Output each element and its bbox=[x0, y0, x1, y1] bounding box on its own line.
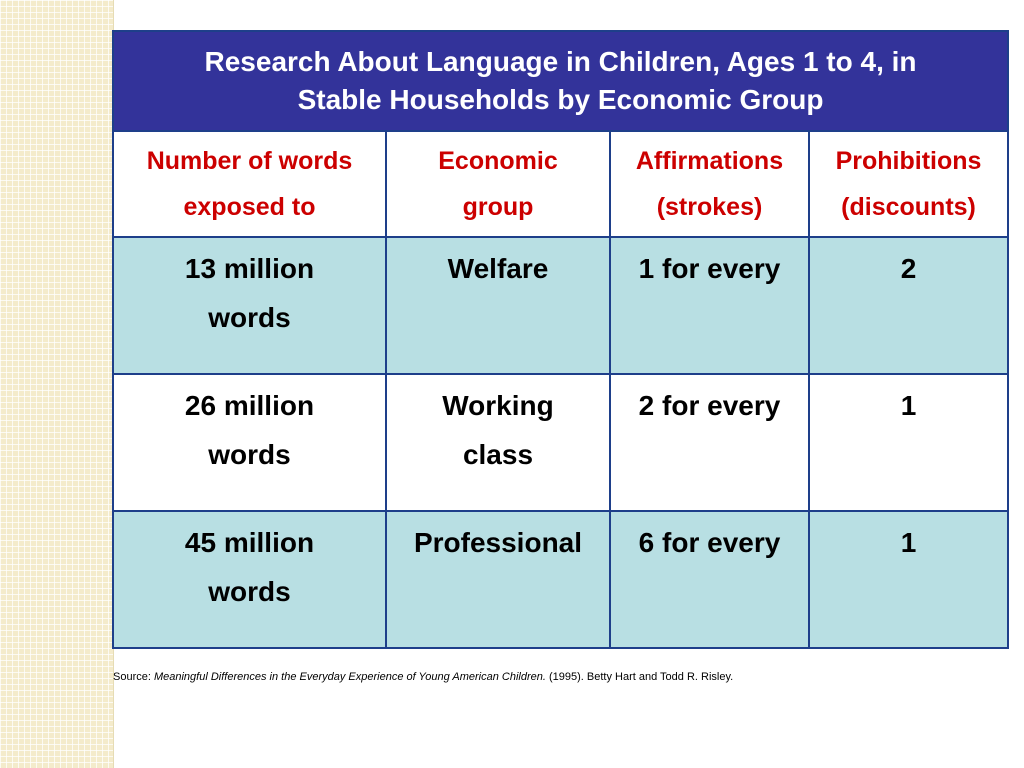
cell-line: 26 million bbox=[184, 390, 315, 421]
cell-line: Welfare bbox=[447, 253, 549, 284]
cell-line: class bbox=[462, 439, 534, 470]
cell-words: 45 million words bbox=[112, 510, 387, 649]
header-line: (discounts) bbox=[841, 193, 976, 221]
cell-line: words bbox=[208, 439, 291, 470]
research-table: Research About Language in Children, Age… bbox=[111, 30, 1010, 649]
cell-line: words bbox=[208, 576, 291, 607]
decorative-side-strip bbox=[0, 0, 114, 768]
source-prefix: Source: bbox=[113, 671, 154, 683]
cell-line: Working bbox=[442, 390, 554, 421]
cell-line: 13 million bbox=[184, 253, 315, 284]
source-work-title: Meaningful Differences in the Everyday E… bbox=[153, 671, 546, 683]
cell-prohibitions: 1 bbox=[807, 510, 1010, 649]
source-suffix: (1995). Betty Hart and Todd R. Risley. bbox=[545, 671, 734, 683]
cell-affirmations: 6 for every bbox=[609, 510, 810, 649]
header-words-exposed: Number of words exposed to bbox=[112, 130, 387, 238]
header-affirmations: Affirmations (strokes) bbox=[609, 130, 810, 238]
table-row-working-class: 26 million words Working class 2 for eve… bbox=[112, 373, 1010, 512]
table-title-line-2: Stable Households by Economic Group bbox=[297, 84, 824, 115]
header-line: Economic bbox=[438, 147, 558, 175]
cell-prohibitions: 1 bbox=[807, 373, 1010, 512]
table-title-line-1: Research About Language in Children, Age… bbox=[204, 46, 917, 77]
cell-line: Professional bbox=[413, 527, 583, 558]
cell-words: 13 million words bbox=[112, 236, 387, 375]
table-title: Research About Language in Children, Age… bbox=[111, 30, 1010, 132]
header-row: Number of words exposed to Economic grou… bbox=[112, 130, 1010, 238]
header-line: (strokes) bbox=[656, 193, 763, 221]
header-line: group bbox=[462, 193, 534, 221]
header-prohibitions: Prohibitions (discounts) bbox=[807, 130, 1010, 238]
table-row-welfare: 13 million words Welfare 1 for every 2 bbox=[112, 236, 1010, 375]
cell-line: words bbox=[208, 302, 291, 333]
cell-group: Welfare bbox=[385, 236, 611, 375]
header-line: Number of words bbox=[146, 147, 353, 175]
title-row: Research About Language in Children, Age… bbox=[111, 30, 1010, 132]
header-line: Affirmations bbox=[635, 147, 784, 175]
header-line: Prohibitions bbox=[835, 147, 982, 175]
cell-group: Professional bbox=[385, 510, 611, 649]
cell-affirmations: 1 for every bbox=[609, 236, 810, 375]
table-container: Research About Language in Children, Age… bbox=[111, 30, 1010, 649]
cell-line: 45 million bbox=[184, 527, 315, 558]
header-line: exposed to bbox=[183, 193, 316, 221]
cell-prohibitions: 2 bbox=[807, 236, 1010, 375]
cell-words: 26 million words bbox=[112, 373, 387, 512]
source-citation: Source: Meaningful Differences in the Ev… bbox=[113, 671, 733, 683]
table-row-professional: 45 million words Professional 6 for ever… bbox=[112, 510, 1010, 649]
cell-group: Working class bbox=[385, 373, 611, 512]
cell-affirmations: 2 for every bbox=[609, 373, 810, 512]
header-economic-group: Economic group bbox=[385, 130, 611, 238]
